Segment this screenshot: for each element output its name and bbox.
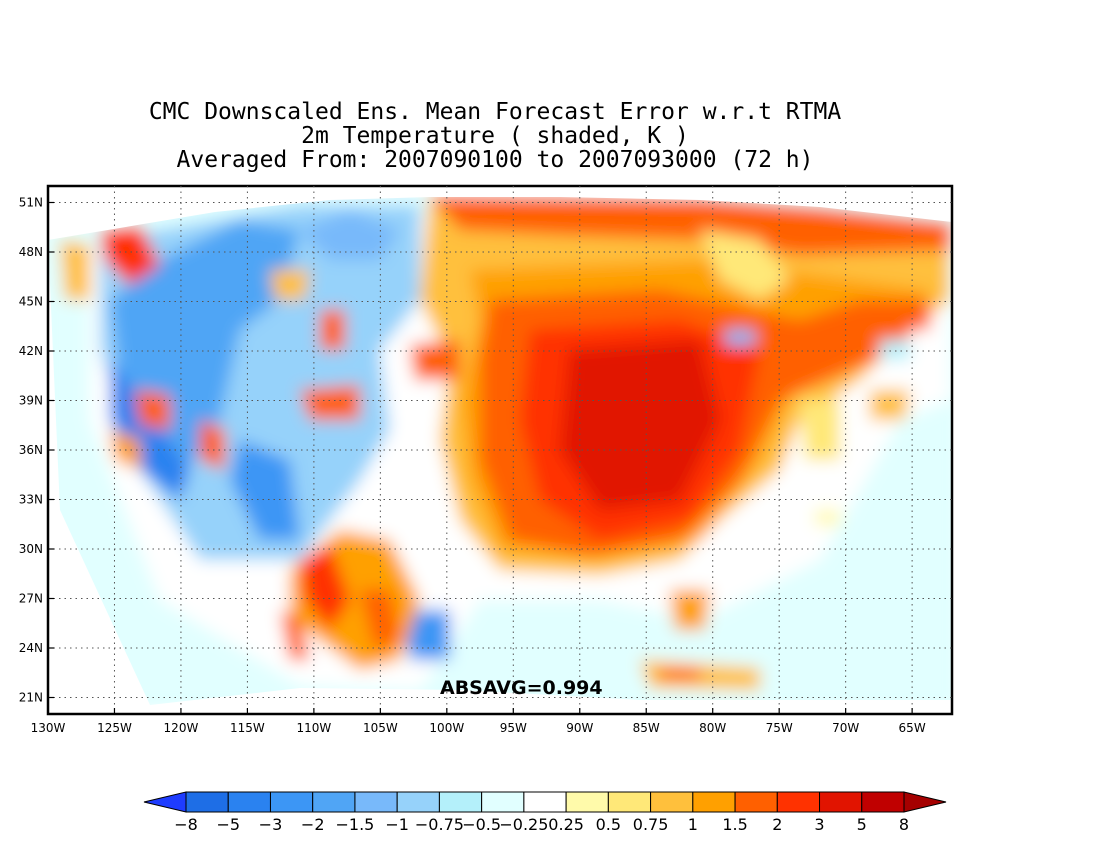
lon-tick-label: 130W [31, 721, 66, 735]
colorbar-label: 1 [688, 815, 698, 834]
colorbar-label: 0.25 [548, 815, 584, 834]
colorbar-label: −3 [259, 815, 283, 834]
colorbar-swatch [776, 791, 821, 813]
colorbar-label: −0.75 [415, 815, 464, 834]
lon-tick-label: 105W [363, 721, 398, 735]
lat-tick-label: 27N [19, 592, 43, 606]
colorbar-swatch [565, 791, 609, 813]
colorbar-swatch [607, 791, 652, 813]
colorbar-label: −5 [216, 815, 240, 834]
lon-tick-label: 90W [566, 721, 593, 735]
lon-tick-label: 115W [230, 721, 265, 735]
lat-tick-label: 21N [19, 691, 43, 705]
lat-tick-label: 51N [19, 196, 43, 210]
colorbar-high-arrow [903, 791, 947, 813]
colorbar-swatch [269, 791, 314, 813]
colorbar-label: 0.75 [633, 815, 669, 834]
colorbar-swatch [861, 791, 905, 813]
colorbar-label: 1.5 [722, 815, 747, 834]
colorbar-label: 0.5 [596, 815, 621, 834]
lon-tick-label: 65W [899, 721, 926, 735]
lat-tick-label: 39N [19, 394, 43, 408]
colorbar-swatch [354, 791, 398, 813]
lon-tick-label: 125W [97, 721, 132, 735]
colorbar-label: 8 [899, 815, 909, 834]
colorbar-label: −0.25 [499, 815, 548, 834]
lat-tick-label: 42N [19, 344, 43, 358]
colorbar-label: −1 [385, 815, 409, 834]
map-title: CMC Downscaled Ens. Mean Forecast Error … [0, 100, 990, 172]
colorbar-swatch [227, 791, 271, 813]
colorbar-low-arrow [143, 791, 187, 813]
colorbar-swatch [650, 791, 694, 813]
lat-tick-label: 24N [19, 641, 43, 655]
colorbar-swatch [312, 791, 356, 813]
shaded-field [48, 197, 952, 705]
title-line-1: CMC Downscaled Ens. Mean Forecast Error … [148, 99, 842, 125]
colorbar-label: −1.5 [336, 815, 375, 834]
colorbar: −8 −5 −3 −2 −1.5 −1 −0.75−0.5−0.25 0.25 0.5 0.75 1… [143, 791, 947, 834]
colorbar-swatch [438, 791, 483, 813]
axis-ticks: 130W 125W 120W 115W 110W 105W 100W 95W 90W 85W 80W… [19, 196, 926, 736]
grid-lines [48, 186, 952, 714]
lon-tick-label: 85W [633, 721, 660, 735]
colorbar-swatch [185, 791, 229, 813]
lon-tick-label: 80W [699, 721, 726, 735]
colorbar-swatch [396, 791, 440, 813]
lat-tick-label: 36N [19, 443, 43, 457]
lat-tick-label: 45N [19, 295, 43, 309]
absavg-annotation: ABSAVG=0.994 [440, 677, 603, 699]
lat-tick-label: 30N [19, 542, 43, 556]
lon-tick-label: 75W [766, 721, 793, 735]
title-line-2: 2m Temperature ( shaded, K ) [301, 123, 689, 149]
colorbar-label: 5 [857, 815, 867, 834]
colorbar-swatch [692, 791, 736, 813]
colorbar-label: −2 [301, 815, 325, 834]
colorbar-swatch [819, 791, 863, 813]
colorbar-label: 3 [814, 815, 824, 834]
title-line-3: Averaged From: 2007090100 to 2007093000 … [176, 147, 814, 173]
lon-tick-label: 70W [832, 721, 859, 735]
lon-tick-label: 120W [164, 721, 199, 735]
lon-tick-label: 100W [429, 721, 464, 735]
lat-tick-label: 33N [19, 493, 43, 507]
colorbar-swatch [734, 791, 778, 813]
colorbar-label: −8 [174, 815, 198, 834]
lat-tick-label: 48N [19, 245, 43, 259]
colorbar-swatch [481, 791, 525, 813]
lon-tick-label: 110W [296, 721, 331, 735]
lon-tick-label: 95W [500, 721, 527, 735]
colorbar-label: 2 [772, 815, 782, 834]
colorbar-label: −0.5 [462, 815, 501, 834]
colorbar-swatch [523, 791, 567, 813]
